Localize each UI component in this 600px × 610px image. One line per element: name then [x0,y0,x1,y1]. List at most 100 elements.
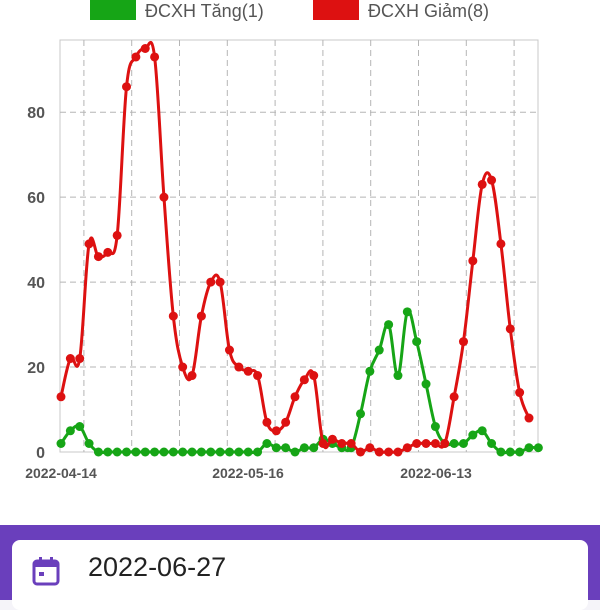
data-point-increase[interactable] [449,439,459,449]
data-point-decrease[interactable] [384,447,394,457]
data-point-decrease[interactable] [430,439,440,449]
data-point-decrease[interactable] [337,439,347,449]
data-point-decrease[interactable] [140,43,150,53]
data-point-increase[interactable] [402,307,412,317]
data-point-increase[interactable] [393,371,403,381]
data-point-decrease[interactable] [112,230,122,240]
data-point-decrease[interactable] [412,439,422,449]
data-point-increase[interactable] [159,447,169,457]
data-point-decrease[interactable] [159,192,169,202]
data-point-increase[interactable] [253,447,263,457]
data-point-decrease[interactable] [402,443,412,453]
data-point-decrease[interactable] [93,252,103,262]
data-point-decrease[interactable] [487,175,497,185]
data-point-decrease[interactable] [365,443,375,453]
data-point-decrease[interactable] [496,239,506,249]
data-point-increase[interactable] [262,439,272,449]
data-point-decrease[interactable] [515,388,525,398]
data-point-decrease[interactable] [75,354,85,364]
data-point-decrease[interactable] [393,447,403,457]
data-point-increase[interactable] [365,366,375,376]
data-point-increase[interactable] [196,447,206,457]
data-point-increase[interactable] [56,439,66,449]
data-point-decrease[interactable] [215,277,225,287]
data-point-increase[interactable] [421,379,431,389]
data-point-increase[interactable] [533,443,543,453]
data-point-increase[interactable] [178,447,188,457]
data-point-increase[interactable] [131,447,141,457]
data-point-increase[interactable] [505,447,515,457]
data-point-increase[interactable] [65,426,75,436]
data-point-increase[interactable] [75,422,85,432]
data-point-increase[interactable] [290,447,300,457]
data-point-decrease[interactable] [299,375,309,385]
data-point-decrease[interactable] [458,337,468,347]
data-point-decrease[interactable] [449,392,459,402]
data-point-increase[interactable] [168,447,178,457]
data-point-increase[interactable] [430,422,440,432]
data-point-decrease[interactable] [206,277,216,287]
data-point-decrease[interactable] [262,417,272,427]
data-point-increase[interactable] [215,447,225,457]
data-point-increase[interactable] [112,447,122,457]
data-point-decrease[interactable] [374,447,384,457]
data-point-decrease[interactable] [253,371,263,381]
data-point-increase[interactable] [374,345,384,355]
data-point-increase[interactable] [84,439,94,449]
data-point-decrease[interactable] [271,426,281,436]
data-point-decrease[interactable] [84,239,94,249]
date-picker-field[interactable]: 2022-06-27 [12,540,588,610]
data-point-increase[interactable] [243,447,253,457]
data-point-increase[interactable] [93,447,103,457]
data-point-increase[interactable] [515,447,525,457]
data-point-increase[interactable] [150,447,160,457]
data-point-decrease[interactable] [346,439,356,449]
data-point-increase[interactable] [234,447,244,457]
data-point-increase[interactable] [356,409,366,419]
data-point-decrease[interactable] [122,82,132,92]
data-point-decrease[interactable] [468,256,478,266]
data-point-decrease[interactable] [327,434,337,444]
data-point-decrease[interactable] [224,345,234,355]
data-point-increase[interactable] [309,443,319,453]
data-point-increase[interactable] [140,447,150,457]
data-point-increase[interactable] [187,447,197,457]
data-point-decrease[interactable] [178,362,188,372]
data-point-decrease[interactable] [65,354,75,364]
data-point-increase[interactable] [271,443,281,453]
data-point-decrease[interactable] [524,413,534,423]
data-point-decrease[interactable] [356,447,366,457]
data-point-increase[interactable] [299,443,309,453]
data-point-increase[interactable] [412,337,422,347]
data-point-decrease[interactable] [103,247,113,257]
data-point-increase[interactable] [524,443,534,453]
data-point-decrease[interactable] [318,439,328,449]
data-point-decrease[interactable] [150,52,160,62]
data-point-increase[interactable] [281,443,291,453]
data-point-decrease[interactable] [131,52,141,62]
data-point-increase[interactable] [206,447,216,457]
data-point-decrease[interactable] [477,179,487,189]
data-point-decrease[interactable] [196,311,206,321]
calendar-icon[interactable] [32,556,60,591]
data-point-increase[interactable] [103,447,113,457]
data-point-decrease[interactable] [187,371,197,381]
data-point-decrease[interactable] [290,392,300,402]
data-point-decrease[interactable] [243,366,253,376]
data-point-decrease[interactable] [309,371,319,381]
data-point-increase[interactable] [487,439,497,449]
data-point-decrease[interactable] [56,392,66,402]
data-point-decrease[interactable] [505,324,515,334]
data-point-increase[interactable] [477,426,487,436]
data-point-decrease[interactable] [168,311,178,321]
data-point-increase[interactable] [458,439,468,449]
data-point-decrease[interactable] [281,417,291,427]
data-point-increase[interactable] [468,430,478,440]
data-point-decrease[interactable] [421,439,431,449]
data-point-increase[interactable] [122,447,132,457]
data-point-increase[interactable] [496,447,506,457]
data-point-decrease[interactable] [440,439,450,449]
data-point-increase[interactable] [384,320,394,330]
data-point-increase[interactable] [224,447,234,457]
data-point-decrease[interactable] [234,362,244,372]
